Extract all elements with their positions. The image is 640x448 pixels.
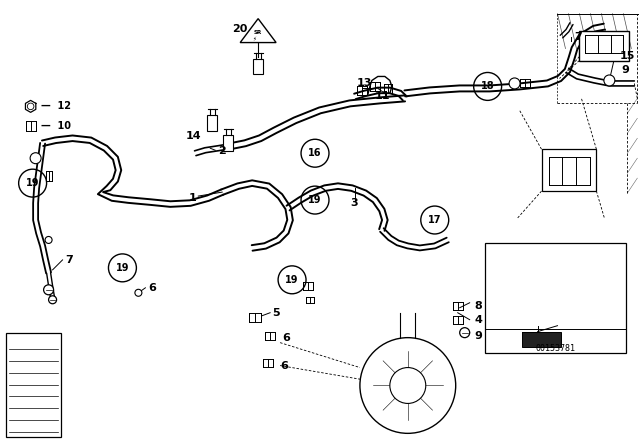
- Circle shape: [390, 367, 426, 404]
- Bar: [586, 34, 623, 52]
- Text: 19: 19: [116, 263, 129, 273]
- Text: 19: 19: [493, 253, 506, 263]
- Circle shape: [507, 298, 513, 304]
- Circle shape: [135, 289, 142, 296]
- Bar: [579, 30, 629, 60]
- Circle shape: [509, 78, 520, 89]
- Polygon shape: [240, 19, 276, 43]
- Bar: [207, 115, 217, 131]
- Circle shape: [30, 153, 41, 164]
- Text: 15: 15: [620, 51, 635, 60]
- Text: 9: 9: [475, 331, 483, 340]
- Text: 2: 2: [218, 146, 226, 156]
- Bar: [548, 157, 591, 185]
- Bar: [452, 302, 463, 310]
- Text: 00153781: 00153781: [536, 344, 575, 353]
- Text: 17: 17: [493, 278, 506, 288]
- Text: 6: 6: [148, 283, 156, 293]
- Text: SR: SR: [254, 30, 262, 35]
- Text: 6: 6: [280, 361, 288, 370]
- Circle shape: [45, 237, 52, 243]
- Text: 5: 5: [272, 308, 280, 318]
- Bar: [249, 313, 261, 322]
- Text: 16: 16: [308, 148, 322, 158]
- Text: ⚡: ⚡: [252, 37, 256, 42]
- Circle shape: [49, 296, 56, 304]
- Bar: [306, 297, 314, 303]
- Bar: [45, 171, 52, 181]
- Bar: [504, 316, 516, 325]
- Text: 18: 18: [493, 296, 506, 306]
- Bar: [484, 243, 627, 353]
- Bar: [253, 59, 263, 74]
- Text: 19: 19: [26, 178, 40, 188]
- Bar: [370, 82, 380, 91]
- Text: 14: 14: [186, 131, 201, 141]
- Text: 9: 9: [621, 65, 629, 75]
- Text: —  10: — 10: [40, 121, 70, 131]
- Bar: [506, 255, 513, 258]
- Text: 3: 3: [350, 198, 358, 208]
- Bar: [452, 316, 463, 324]
- Text: 11: 11: [374, 91, 390, 101]
- Text: 17: 17: [428, 215, 442, 225]
- Text: 1: 1: [188, 193, 196, 203]
- Bar: [541, 149, 596, 191]
- Bar: [223, 135, 233, 151]
- Text: 19: 19: [308, 195, 322, 205]
- Text: 6: 6: [282, 333, 290, 343]
- Text: 13: 13: [356, 78, 372, 88]
- Circle shape: [460, 327, 470, 338]
- Text: 8: 8: [475, 301, 483, 311]
- Bar: [6, 333, 61, 437]
- Text: 19: 19: [285, 275, 299, 285]
- Bar: [303, 282, 313, 290]
- Circle shape: [507, 280, 513, 286]
- Circle shape: [44, 285, 54, 295]
- Bar: [26, 121, 36, 131]
- Circle shape: [28, 103, 34, 110]
- Circle shape: [360, 338, 456, 433]
- Text: 4: 4: [475, 314, 483, 325]
- Text: 18: 18: [481, 82, 495, 91]
- Text: 7: 7: [575, 31, 582, 42]
- Circle shape: [604, 75, 615, 86]
- Bar: [384, 84, 392, 93]
- Bar: [520, 79, 529, 87]
- Bar: [263, 358, 273, 366]
- Polygon shape: [522, 332, 561, 347]
- Bar: [357, 86, 367, 95]
- Text: 7: 7: [65, 255, 74, 265]
- Text: 16: 16: [493, 316, 506, 326]
- Bar: [265, 332, 275, 340]
- Text: —  12: — 12: [40, 101, 70, 112]
- Text: 20: 20: [232, 24, 248, 34]
